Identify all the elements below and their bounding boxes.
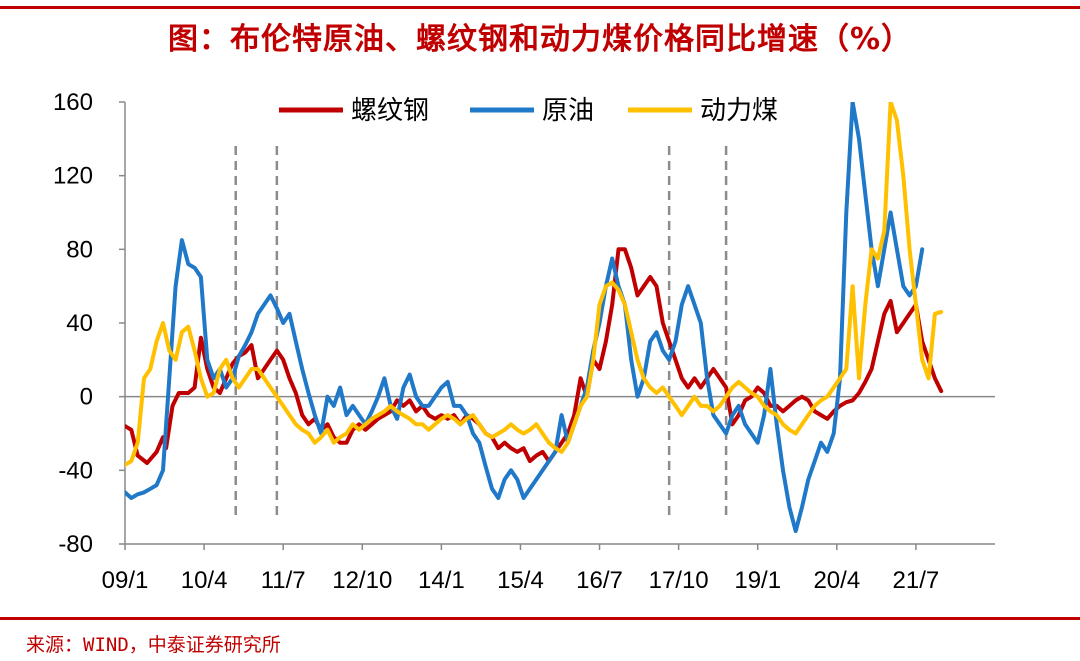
x-tick-label: 20/4 <box>813 567 860 594</box>
x-tick-label: 12/10 <box>332 567 392 594</box>
legend-label: 原油 <box>542 96 594 126</box>
x-tick-label: 15/4 <box>497 567 544 594</box>
y-tick-label: 80 <box>66 236 93 263</box>
x-tick-label: 11/7 <box>261 567 306 594</box>
axes: 160 120 80 40 0 -40 -80 09/1 10/4 11/7 12/10 14/1 15… <box>53 89 995 594</box>
legend-label: 螺纹钢 <box>351 96 429 126</box>
source-note: 来源：WIND，中泰证券研究所 <box>26 634 281 656</box>
y-tick-label: 40 <box>66 310 93 337</box>
x-tick-label: 19/1 <box>734 567 781 594</box>
y-tick-label: -80 <box>58 531 93 558</box>
y-tick-label: -40 <box>58 457 93 484</box>
x-tick-label: 09/1 <box>102 567 149 594</box>
bottom-rule <box>0 617 1080 620</box>
x-tick-label: 16/7 <box>576 567 623 594</box>
series-line-螺纹钢 <box>125 247 944 465</box>
series-line-动力煤 <box>125 102 944 467</box>
x-tick-label: 10/4 <box>181 567 228 594</box>
series-line-原油 <box>125 102 925 534</box>
y-tick-label: 120 <box>53 163 93 190</box>
y-tick-label: 160 <box>53 89 93 116</box>
y-tick-label: 0 <box>80 384 93 411</box>
legend-label: 动力煤 <box>700 96 778 126</box>
series-lines <box>125 102 944 534</box>
top-rule <box>0 6 1080 9</box>
vertical-markers <box>234 146 728 516</box>
chart-title: 图：布伦特原油、螺纹钢和动力煤价格同比增速（%） <box>167 22 913 57</box>
x-tick-label: 14/1 <box>418 567 465 594</box>
x-tick-label: 17/10 <box>649 567 709 594</box>
x-tick-label: 21/7 <box>893 567 940 594</box>
legend: 螺纹钢 原油 动力煤 <box>279 96 778 126</box>
